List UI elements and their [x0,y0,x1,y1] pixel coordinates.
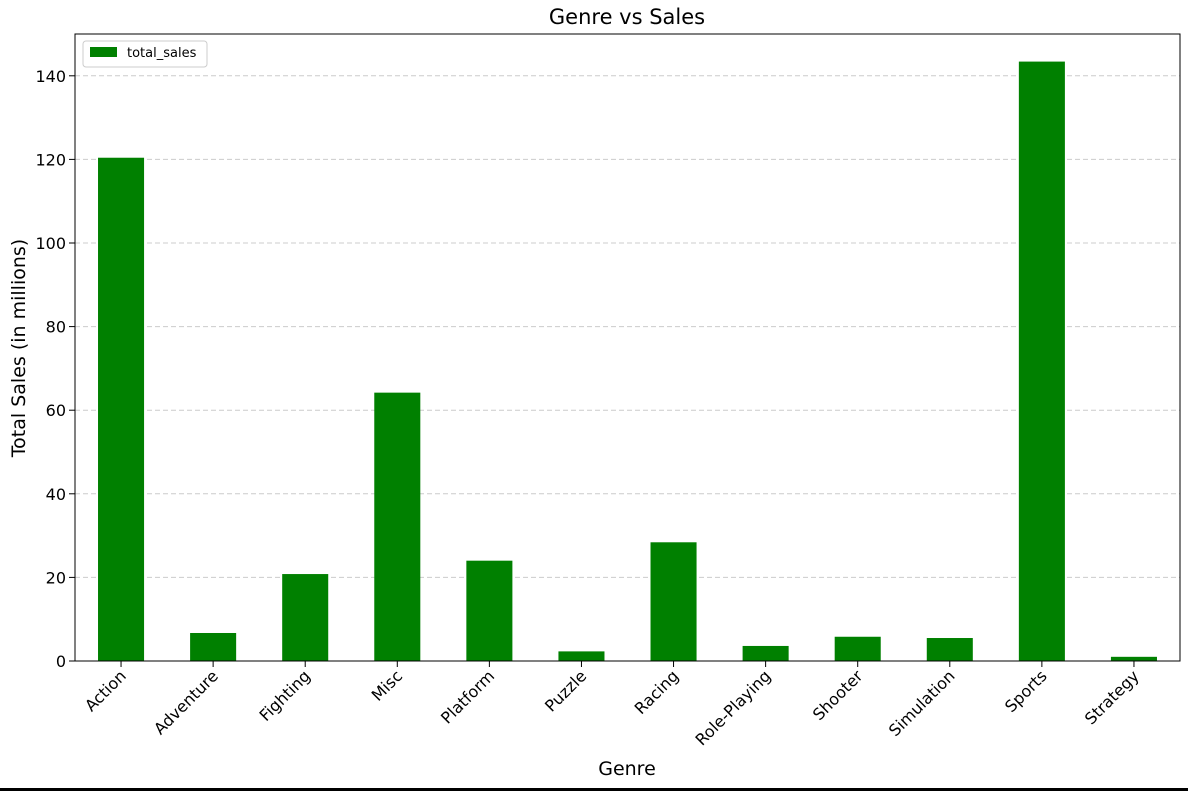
x-tick-label: Simulation [885,666,959,740]
y-tick-label: 40 [46,485,66,504]
chart-title: Genre vs Sales [549,5,705,29]
bar-strategy [1110,656,1157,661]
bar-racing [650,542,697,661]
x-tick-label: Strategy [1081,666,1143,728]
legend-swatch [90,47,117,57]
y-tick-label: 140 [35,67,66,86]
bar-action [98,157,145,661]
x-tick-label: Role-Playing [691,666,774,749]
x-tick-label: Action [81,666,130,715]
bar-sports [1018,61,1065,661]
bar-role-playing [742,645,789,661]
y-tick-label: 120 [35,150,66,169]
bottom-border [0,788,1188,791]
bars [98,61,1157,661]
x-tick-label: Sports [1001,666,1051,716]
bar-adventure [190,632,237,661]
y-tick-label: 80 [46,318,66,337]
y-tick-label: 20 [46,568,66,587]
x-tick-label: Misc [368,666,406,704]
y-axis: 0 20 40 60 80 100 120 140 [35,67,75,671]
x-tick-label: Racing [631,666,683,718]
x-tick-label: Fighting [255,666,314,725]
x-tick-label: Platform [437,666,498,727]
gridlines [75,75,1180,578]
bar-platform [466,560,513,661]
bar-misc [374,392,421,661]
legend-label: total_sales [127,46,197,61]
x-tick-label: Puzzle [541,666,590,715]
y-tick-label: 60 [46,401,66,420]
y-tick-label: 100 [35,234,66,253]
x-axis-label: Genre [598,758,656,780]
x-axis: Action Adventure Fighting Misc Platform Puzzl… [81,661,1143,749]
bar-shooter [834,636,881,661]
x-tick-label: Shooter [809,666,867,724]
x-tick-label: Adventure [150,666,222,738]
y-tick-label: 0 [56,652,66,671]
bar-simulation [926,638,973,661]
plot-frame [74,33,1181,662]
bar-fighting [282,574,329,661]
y-axis-label: Total Sales (in millions) [8,239,30,458]
legend: total_sales [82,40,208,68]
bar-puzzle [558,651,605,661]
